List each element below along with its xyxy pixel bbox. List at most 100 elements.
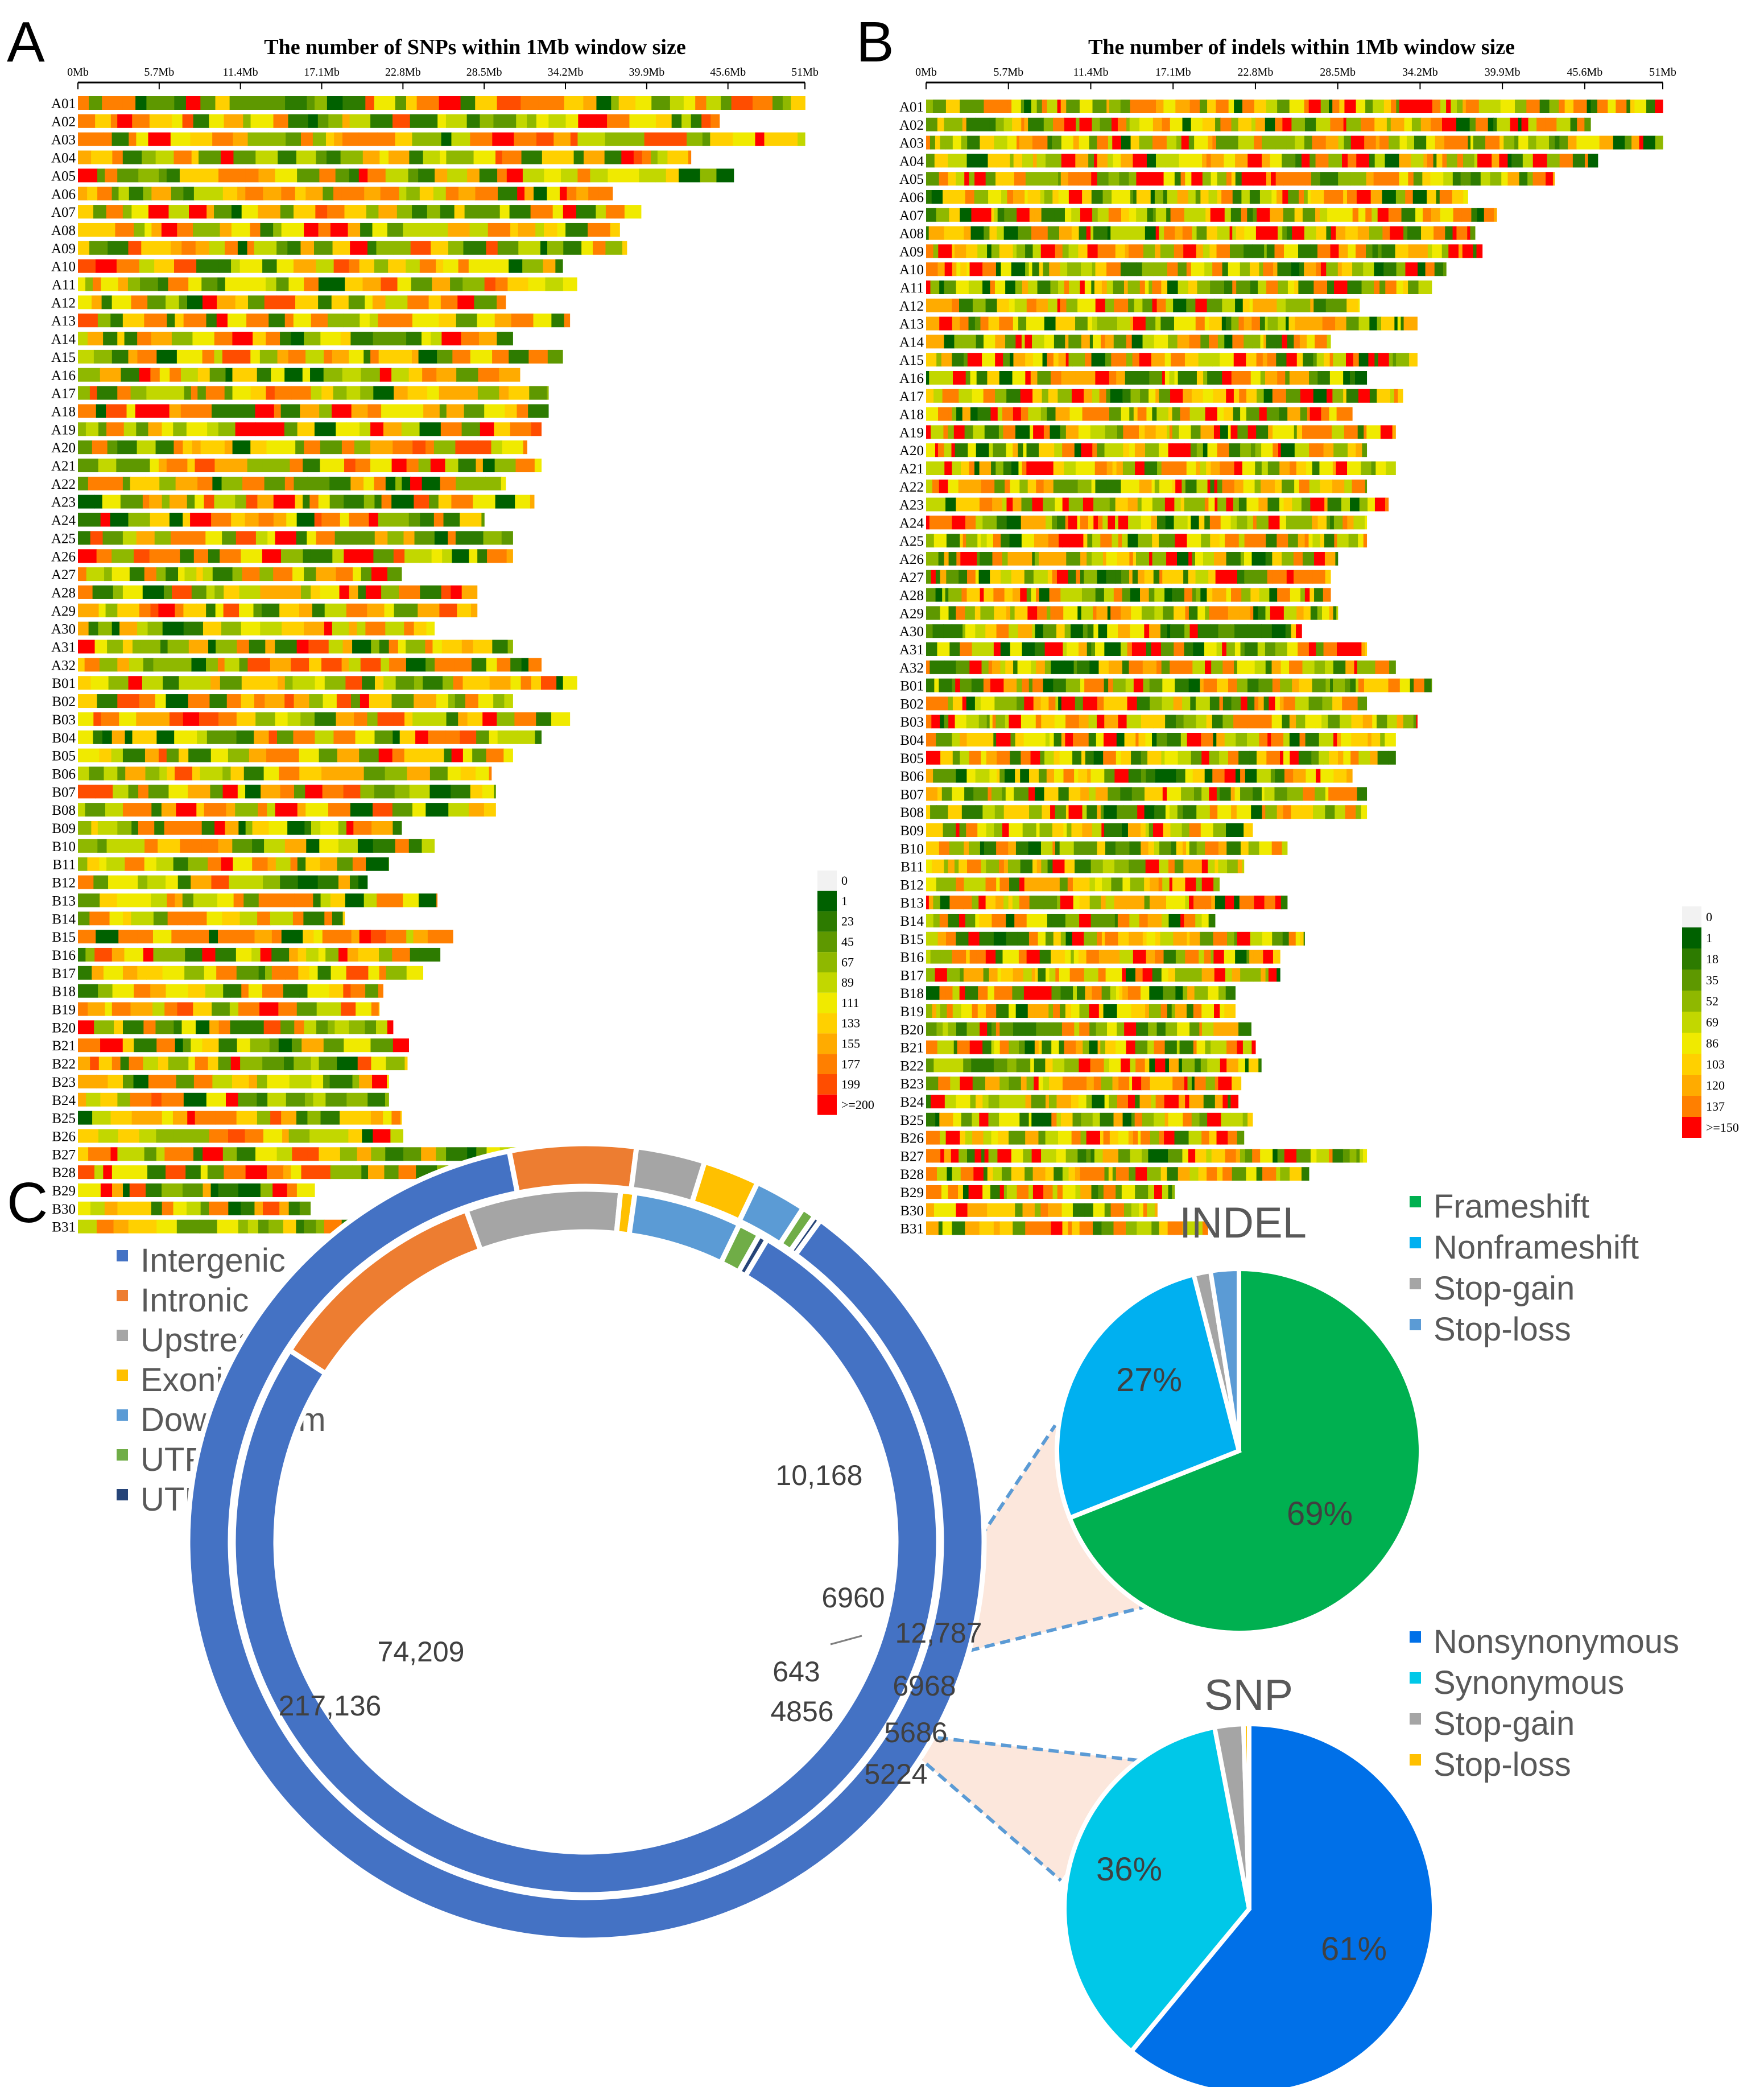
density-cell — [437, 114, 447, 128]
density-cell — [1159, 479, 1173, 493]
density-cell — [122, 96, 136, 110]
density-cell — [949, 841, 964, 855]
chromosome-label: B29 — [52, 1183, 76, 1199]
density-cell — [386, 966, 407, 980]
density-cell — [996, 624, 1009, 638]
density-cell — [1155, 154, 1166, 168]
density-cell — [1040, 750, 1045, 765]
density-cell — [1283, 208, 1295, 222]
density-cell — [408, 513, 420, 527]
density-cell — [232, 567, 243, 581]
density-cell — [1052, 823, 1064, 837]
legend-label: 155 — [841, 1036, 860, 1050]
density-cell — [78, 440, 93, 455]
density-cell — [1111, 877, 1123, 892]
density-cell — [959, 570, 968, 584]
density-cell — [284, 694, 295, 708]
density-cell — [1296, 606, 1304, 620]
density-cell — [590, 168, 609, 183]
density-cell — [1052, 859, 1065, 873]
legend-label: 23 — [841, 914, 854, 929]
density-cell — [1197, 281, 1211, 294]
density-cell — [373, 549, 394, 563]
density-cell — [1085, 353, 1092, 367]
density-cell — [1210, 208, 1225, 222]
density-cell — [1246, 389, 1257, 403]
density-cell — [960, 262, 967, 277]
density-cell — [1309, 371, 1318, 385]
density-cell — [970, 226, 984, 240]
density-cell — [1257, 642, 1266, 656]
density-cell — [959, 298, 973, 312]
density-cell — [1304, 281, 1315, 294]
density-cell — [1039, 479, 1044, 493]
density-cell — [78, 1074, 97, 1088]
density-cell — [1055, 841, 1060, 855]
density-cell — [969, 172, 975, 186]
density-cell — [1174, 859, 1184, 873]
density-cell — [1228, 335, 1233, 349]
density-cell — [158, 1057, 169, 1071]
density-cell — [161, 222, 177, 237]
density-cell — [1122, 986, 1129, 1000]
density-cell — [394, 603, 406, 617]
density-cell — [243, 114, 251, 128]
density-cell — [90, 1057, 100, 1071]
density-cell — [1076, 733, 1089, 746]
chromosome-row: A08 — [51, 222, 620, 238]
density-cell — [169, 404, 181, 418]
density-cell — [1272, 570, 1287, 584]
density-cell — [944, 552, 949, 566]
density-cell — [986, 534, 994, 548]
density-cell — [1234, 931, 1238, 946]
density-cell — [1587, 100, 1592, 113]
density-cell — [995, 715, 1006, 729]
density-cell — [419, 187, 434, 201]
density-cell — [1312, 461, 1316, 475]
density-cell — [103, 332, 118, 346]
density-cell — [655, 168, 667, 183]
density-cell — [1174, 497, 1181, 512]
density-cell — [1034, 552, 1039, 566]
density-cell — [1082, 823, 1093, 837]
density-cell — [948, 606, 956, 620]
density-cell — [945, 298, 952, 312]
density-cell — [974, 606, 981, 620]
density-cell — [245, 785, 261, 799]
density-cell — [1116, 733, 1125, 746]
density-cell — [1440, 208, 1454, 222]
density-cell — [393, 821, 402, 835]
density-cell — [1113, 281, 1118, 294]
density-cell — [1179, 425, 1192, 439]
density-cell — [400, 314, 413, 328]
density-cell — [1168, 335, 1178, 349]
density-cell — [1291, 805, 1302, 819]
density-cell — [959, 986, 966, 1000]
density-cell — [183, 513, 191, 527]
density-cell — [934, 678, 939, 692]
density-cell — [1125, 244, 1129, 258]
density-cell — [1258, 678, 1273, 692]
chromosome-label: B12 — [900, 877, 924, 893]
density-cell — [981, 479, 995, 493]
density-cell — [1183, 859, 1193, 873]
density-cell — [230, 984, 242, 998]
density-cell — [88, 1002, 106, 1016]
density-cell — [477, 314, 495, 328]
density-cell — [936, 497, 946, 512]
density-cell — [1022, 461, 1027, 475]
density-cell — [1060, 986, 1073, 1000]
density-cell — [1473, 135, 1478, 150]
density-cell — [402, 476, 411, 490]
density-cell — [1217, 226, 1230, 240]
density-cell — [1032, 262, 1040, 277]
density-cell — [996, 154, 1010, 168]
density-cell — [1064, 859, 1075, 873]
density-cell — [1165, 805, 1170, 819]
density-cell — [588, 187, 599, 201]
density-cell — [357, 1057, 371, 1071]
density-cell — [1072, 353, 1085, 367]
density-cell — [1047, 353, 1054, 367]
density-cell — [1198, 353, 1213, 367]
density-cell — [535, 222, 544, 237]
